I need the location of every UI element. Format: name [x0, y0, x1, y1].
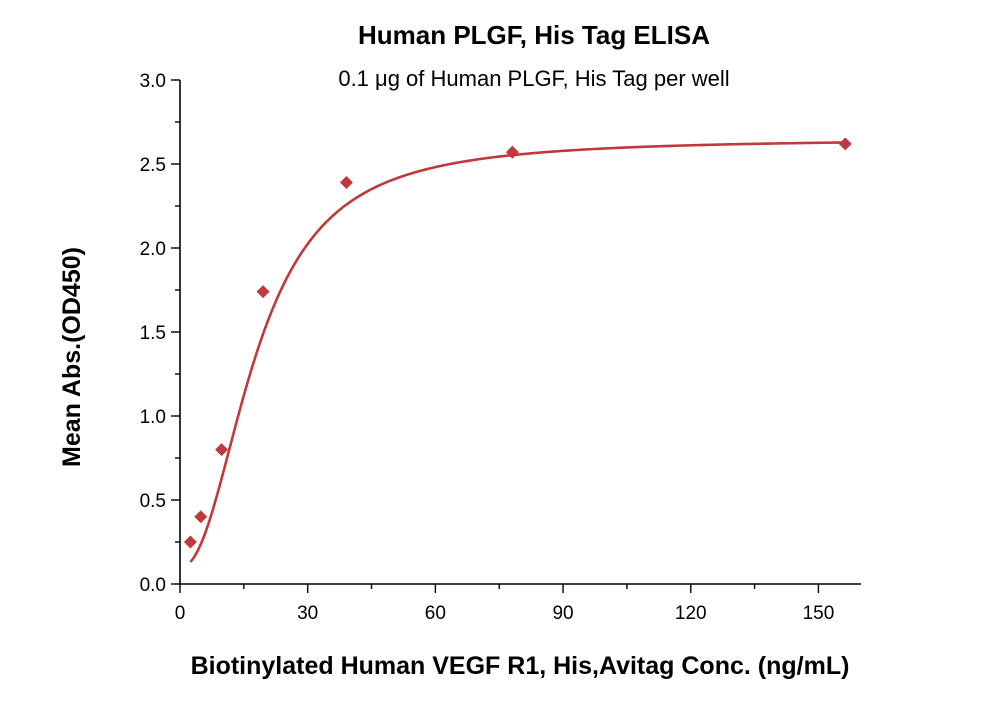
- chart-title: Human PLGF, His Tag ELISA: [358, 20, 710, 50]
- fit-curve: [189, 141, 846, 563]
- y-tick-label: 1.5: [140, 323, 166, 344]
- data-points-layer: [183, 137, 852, 549]
- y-tick-label: 2.0: [140, 239, 166, 260]
- data-point-diamond: [339, 175, 353, 189]
- fit-curve-layer: [189, 141, 846, 563]
- y-axis-label: Mean Abs.(OD450): [58, 247, 86, 467]
- x-tick-label: 150: [803, 603, 835, 624]
- y-tick-label: 2.5: [140, 155, 166, 176]
- x-tick-label: 120: [675, 603, 707, 624]
- data-point-diamond: [183, 535, 197, 549]
- data-point-diamond: [194, 510, 208, 524]
- y-tick-label: 0.5: [140, 491, 166, 512]
- data-point-diamond: [256, 285, 270, 299]
- chart-subtitle: 0.1 μg of Human PLGF, His Tag per well: [338, 66, 729, 91]
- x-tick-label: 90: [552, 603, 573, 624]
- x-axis-label: Biotinylated Human VEGF R1, His,Avitag C…: [191, 652, 850, 680]
- data-point-diamond: [215, 443, 229, 457]
- x-tick-label: 30: [297, 603, 318, 624]
- y-tick-label: 3.0: [140, 71, 166, 92]
- data-point-diamond: [838, 137, 852, 151]
- y-tick-label: 0.0: [140, 575, 166, 596]
- data-point-diamond: [505, 145, 519, 159]
- x-tick-label: 0: [175, 603, 186, 624]
- y-tick-label: 1.0: [140, 407, 166, 428]
- ticks-layer: 0 30 60 90 120 150 0.0 0.5 1.0 1.5 2.0 2.5 3.0: [140, 71, 835, 624]
- x-tick-label: 60: [425, 603, 446, 624]
